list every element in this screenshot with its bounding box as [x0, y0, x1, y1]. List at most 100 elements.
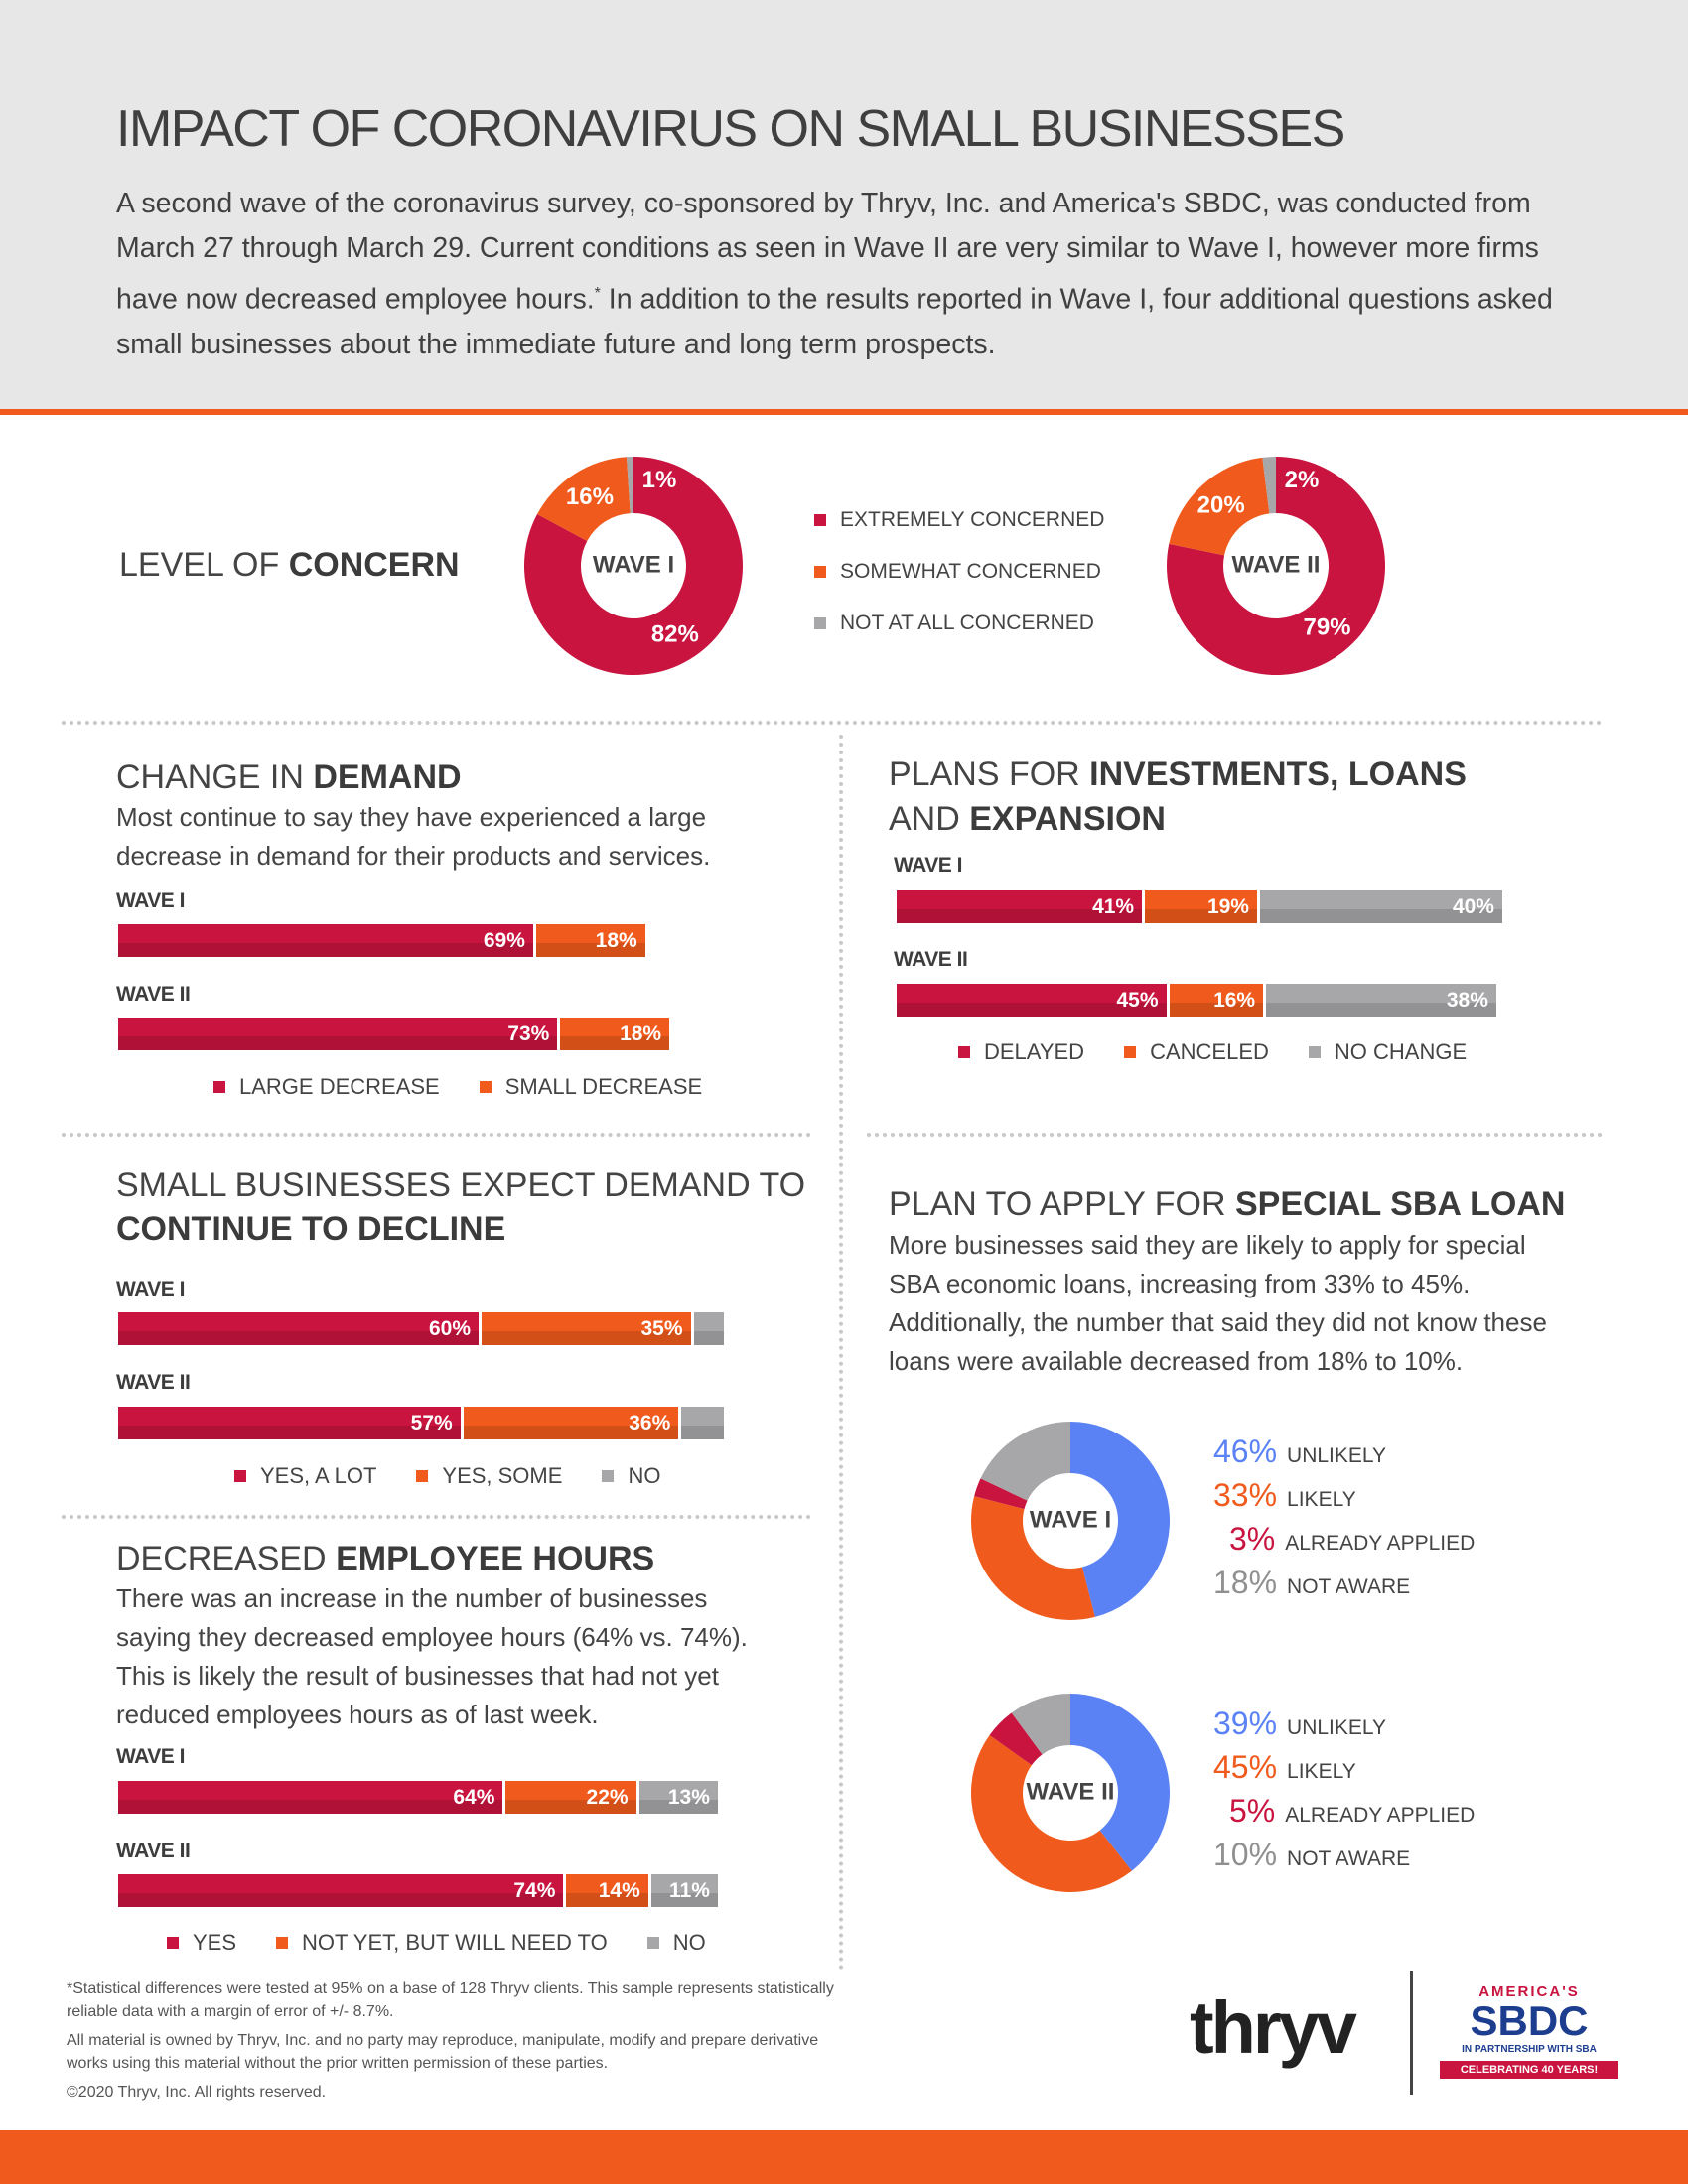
legend-item: YES — [167, 1930, 236, 1956]
investments-bar-segment-no-change: 40% — [1259, 890, 1502, 923]
bar-value-label: 57% — [410, 1411, 453, 1434]
donut-slice — [1169, 457, 1270, 556]
expect-bar-segment-no — [693, 1312, 724, 1345]
legend-item: 3% ALREADY APPLIED — [1213, 1521, 1475, 1565]
demand-title-a: CHANGE IN — [116, 758, 314, 796]
legend-item: NOT AT ALL CONCERNED — [814, 598, 1104, 649]
legend-label: NOT AWARE — [1287, 1847, 1411, 1870]
footnote: *Statistical differences were tested at … — [67, 1978, 861, 2110]
donut-center-label: WAVE I — [593, 551, 674, 578]
bar-value-label: 60% — [428, 1316, 471, 1340]
legend-value: 18% — [1213, 1565, 1278, 1600]
legend-item: NO CHANGE — [1308, 1039, 1468, 1065]
bar-value-label: 11% — [669, 1878, 710, 1902]
demand-bar-wave1: 69% 18% — [118, 924, 645, 957]
footnote-stats: *Statistical differences were tested at … — [67, 1980, 834, 2020]
expect-wave2-label: WAVE II — [116, 1371, 191, 1394]
legend-label: YES — [193, 1930, 237, 1955]
legend-swatch — [276, 1937, 289, 1949]
legend-item: CANCELED — [1124, 1039, 1269, 1065]
legend-item: 18% NOT AWARE — [1213, 1565, 1475, 1608]
bar-value-label: 19% — [1206, 894, 1249, 918]
footnote-rights: All material is owned by Thryv, Inc. and… — [67, 2032, 819, 2072]
legend-label: LIKELY — [1287, 1760, 1356, 1783]
sba-legend-wave1: 46% UNLIKELY 33% LIKELY 3% ALREADY APPLIED … — [1213, 1433, 1475, 1608]
hours-bar-wave1: 64% 22% 13% — [118, 1781, 718, 1814]
bar-value-label: 41% — [1092, 894, 1135, 918]
legend-item: 45% LIKELY — [1213, 1749, 1475, 1793]
divider — [62, 1133, 811, 1137]
bar-value-label: 18% — [620, 1022, 662, 1045]
legend-label: ALREADY APPLIED — [1285, 1804, 1476, 1827]
bar-value-label: 16% — [1213, 988, 1256, 1012]
bar-value-label: 73% — [507, 1022, 550, 1045]
legend-swatch — [234, 1470, 246, 1482]
expect-bar-segment-yes-a-lot: 57% — [118, 1407, 464, 1439]
legend-label: NO CHANGE — [1334, 1039, 1468, 1064]
legend-label: YES, A LOT — [260, 1463, 377, 1488]
legend-item: 33% LIKELY — [1213, 1477, 1475, 1521]
donut-slice-label: 2% — [1285, 467, 1320, 493]
sba-donut-wave2: WAVE II — [971, 1694, 1170, 1892]
legend-item: 39% UNLIKELY — [1213, 1706, 1475, 1749]
investments-bar-segment-delayed: 45% — [897, 984, 1170, 1017]
legend-label: NOT AT ALL CONCERNED — [840, 612, 1094, 634]
donut-slice — [1167, 457, 1385, 675]
expect-bar-wave2: 57% 36% — [118, 1407, 724, 1439]
legend-item: DELAYED — [958, 1039, 1084, 1065]
demand-description: Most continue to say they have experienc… — [116, 802, 711, 871]
divider — [839, 735, 843, 1971]
donut-slice — [524, 457, 743, 675]
demand-title: CHANGE IN DEMAND — [116, 755, 462, 799]
divider — [62, 1515, 811, 1519]
donut-center-label: WAVE I — [1030, 1506, 1111, 1533]
legend-swatch — [213, 1081, 225, 1093]
legend-item: 46% UNLIKELY — [1213, 1433, 1475, 1477]
demand-bar-segment-large-decrease: 73% — [118, 1018, 561, 1050]
hours-bar-segment-no: 13% — [638, 1781, 718, 1814]
intro-paragraph: A second wave of the coronavirus survey,… — [116, 182, 1586, 367]
divider — [62, 721, 1603, 725]
investments-bar-segment-delayed: 41% — [897, 890, 1146, 923]
legend-value: 46% — [1213, 1433, 1278, 1469]
sba-legend-wave2: 39% UNLIKELY 45% LIKELY 5% ALREADY APPLIED … — [1213, 1706, 1475, 1880]
donut-slice-label: 1% — [642, 467, 677, 493]
concern-donut-wave1: 82% 16% 1% WAVE I — [524, 457, 743, 675]
donut-slice — [1011, 1694, 1070, 1755]
header-band: IMPACT OF CORONAVIRUS ON SMALL BUSINESSE… — [0, 0, 1688, 415]
legend-label: YES, SOME — [442, 1463, 563, 1488]
legend-label: SOMEWHAT CONCERNED — [840, 560, 1101, 583]
donut-slice — [1070, 1694, 1170, 1871]
legend-item: NOT YET, BUT WILL NEED TO — [276, 1930, 608, 1956]
hours-wave2-label: WAVE II — [116, 1840, 191, 1862]
legend-value: 10% — [1213, 1837, 1278, 1872]
legend-swatch — [646, 1937, 659, 1949]
legend-swatch — [814, 566, 826, 578]
investments-title-d: EXPANSION — [969, 800, 1166, 838]
bar-value-label: 45% — [1116, 988, 1159, 1012]
investments-title-c: AND — [889, 800, 970, 838]
legend-swatch — [602, 1470, 615, 1482]
investments-bar-segment-no-change: 38% — [1266, 984, 1496, 1017]
hours-bar-segment-no: 11% — [650, 1874, 718, 1907]
legend-swatch — [958, 1046, 970, 1058]
concern-title: LEVEL OF CONCERN — [119, 543, 460, 587]
investments-wave1-label: WAVE I — [894, 854, 962, 877]
investments-title-a: PLANS FOR — [889, 755, 1090, 793]
demand-bar-segment-large-decrease: 69% — [118, 924, 536, 957]
donut-center-label: WAVE II — [1027, 1778, 1115, 1805]
concern-legend: EXTREMELY CONCERNED SOMEWHAT CONCERNED N… — [814, 494, 1104, 649]
legend-label: EXTREMELY CONCERNED — [840, 508, 1105, 531]
legend-item: YES, A LOT — [234, 1463, 376, 1489]
expect-bar-wave1: 60% 35% — [118, 1312, 724, 1345]
hours-description: There was an increase in the number of b… — [116, 1583, 748, 1729]
expect-legend: YES, A LOT YES, SOME NO — [234, 1463, 660, 1489]
legend-item: 10% NOT AWARE — [1213, 1837, 1475, 1880]
demand-bar-segment-small-decrease: 18% — [535, 924, 645, 957]
donut-slice — [980, 1422, 1070, 1501]
legend-value: 5% — [1229, 1793, 1276, 1829]
legend-item: LARGE DECREASE — [213, 1074, 440, 1100]
demand-title-b: DEMAND — [313, 758, 462, 796]
bar-value-label: 38% — [1446, 988, 1488, 1012]
legend-item: SOMEWHAT CONCERNED — [814, 546, 1104, 598]
